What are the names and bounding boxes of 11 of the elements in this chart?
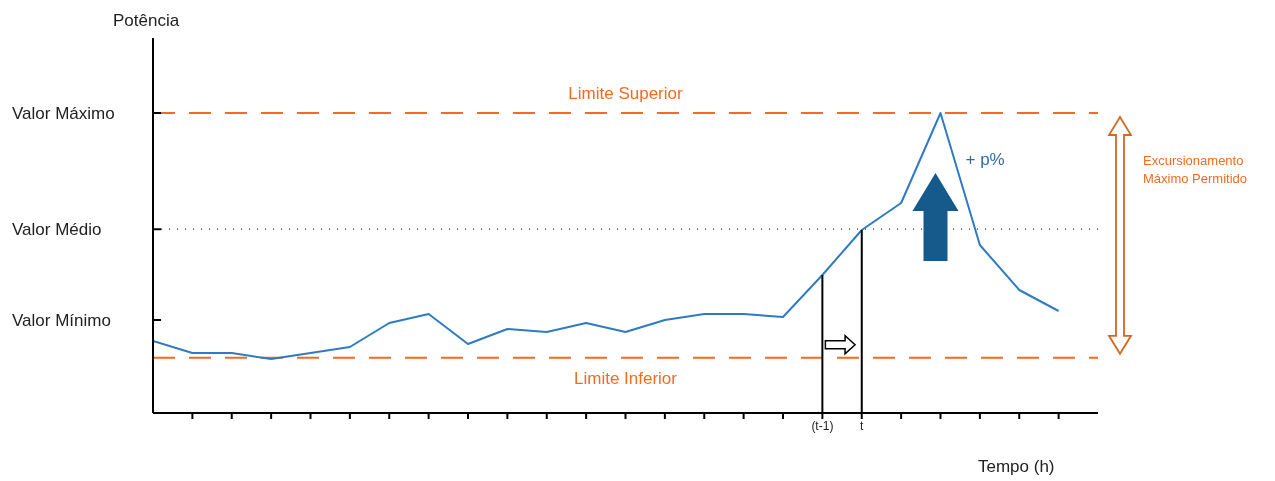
x-tick-label: t [860,418,865,433]
annotation: + p% [965,150,1005,169]
text: Excursionamento Máximo Permitido [1143,153,1248,186]
x-tick-label: (t-1) [811,418,834,433]
text: Valor Médio [12,220,102,240]
y-axis-title: Potência [113,11,180,30]
x-axis-title: Tempo (h) [978,457,1055,476]
text: Valor Máximo [12,104,115,123]
text: Valor Mínimo [12,311,111,330]
ref-line-label: Limite Inferior [574,368,678,388]
ref-line-label: Limite Superior [568,84,683,103]
